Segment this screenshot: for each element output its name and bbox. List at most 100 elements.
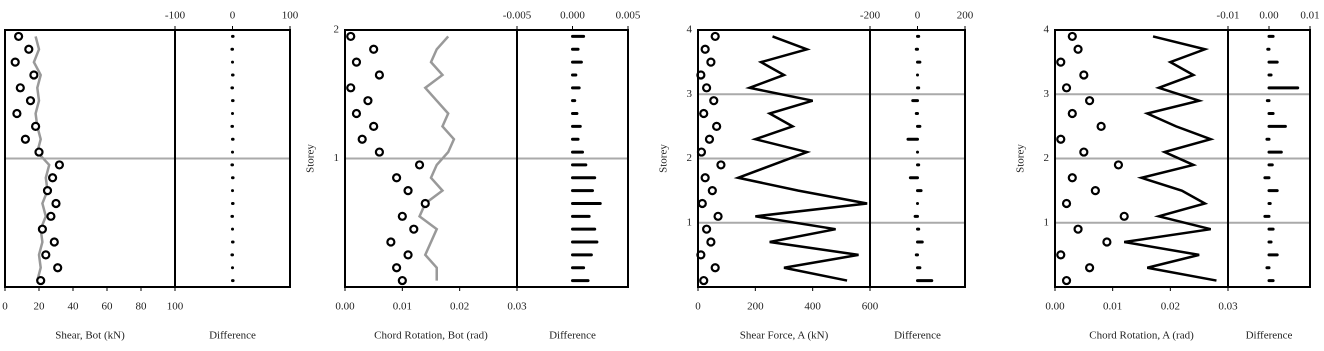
diff-tick-label: 0.01 xyxy=(1300,10,1319,22)
y-tick-label: 1 xyxy=(687,216,693,228)
data-point xyxy=(25,96,36,106)
data-point xyxy=(15,83,25,93)
data-point xyxy=(351,57,362,67)
data-point xyxy=(51,198,61,209)
data-point xyxy=(29,70,39,80)
x-tick-label: 0.02 xyxy=(450,301,469,313)
y-tick-label: 2 xyxy=(334,24,340,36)
x-tick-label: 100 xyxy=(167,301,184,313)
y-tick-label: 4 xyxy=(1044,24,1050,36)
x-tick-label: 0.02 xyxy=(1161,301,1180,313)
x-axis-label: Chord Rotation, Bot (rad) xyxy=(374,330,488,342)
x-axis-label: Shear, Bot (kN) xyxy=(55,330,125,342)
diff-frame xyxy=(516,29,629,288)
response-line xyxy=(32,36,51,281)
data-point xyxy=(1090,186,1100,196)
data-point xyxy=(706,237,716,247)
data-point xyxy=(420,198,430,209)
data-point xyxy=(369,121,379,131)
data-point xyxy=(1056,134,1066,144)
data-point xyxy=(54,160,65,170)
data-point xyxy=(1073,44,1083,54)
data-point xyxy=(41,250,51,260)
data-point xyxy=(24,44,34,54)
data-point xyxy=(701,224,712,234)
data-point xyxy=(36,275,46,286)
diff-frame xyxy=(869,29,966,288)
data-point xyxy=(14,31,24,42)
x-tick-label: 20 xyxy=(34,301,46,313)
x-tick-label: 0 xyxy=(695,301,701,313)
data-point xyxy=(1079,147,1089,157)
x-tick-label: 400 xyxy=(804,301,821,313)
data-point xyxy=(1067,173,1077,183)
data-point xyxy=(346,31,356,42)
data-point xyxy=(1056,57,1066,67)
data-point xyxy=(709,96,719,106)
data-point xyxy=(403,250,413,260)
data-point xyxy=(374,70,384,80)
data-point xyxy=(357,134,367,144)
data-point xyxy=(37,224,48,234)
data-point xyxy=(713,211,723,221)
diff-tick-label: -200 xyxy=(860,10,881,22)
data-point xyxy=(392,263,402,273)
diff-tick-label: 0 xyxy=(230,10,236,22)
data-point xyxy=(1061,275,1072,286)
x-tick-label: 40 xyxy=(68,301,80,313)
diff-axis-label: Difference xyxy=(1246,330,1293,342)
data-point xyxy=(392,173,402,183)
diff-tick-label: 200 xyxy=(957,10,974,22)
data-point xyxy=(374,147,384,157)
data-point xyxy=(46,211,56,221)
data-point xyxy=(12,108,22,119)
y-tick-label: 3 xyxy=(687,88,693,100)
data-point xyxy=(346,83,356,93)
data-point xyxy=(1084,263,1095,273)
diff-frame xyxy=(174,29,291,288)
y-tick-label: 4 xyxy=(687,24,693,36)
diff-axis-label: Difference xyxy=(894,330,941,342)
diff-tick-label: 100 xyxy=(282,10,299,22)
data-point xyxy=(701,83,712,93)
data-point xyxy=(34,147,44,157)
diff-tick-label: 0.00 xyxy=(1259,10,1279,22)
data-point xyxy=(704,134,715,144)
x-tick-label: 200 xyxy=(747,301,764,313)
data-point xyxy=(351,108,362,119)
response-line xyxy=(733,35,868,282)
data-point xyxy=(1079,70,1089,80)
data-point xyxy=(20,134,30,144)
data-point xyxy=(386,237,396,247)
y-axis-label: Storey xyxy=(1015,144,1027,173)
y-tick-label: 3 xyxy=(1044,88,1050,100)
data-point xyxy=(1119,211,1129,221)
y-axis-label: Storey xyxy=(305,144,317,173)
data-point xyxy=(1084,96,1095,106)
data-point xyxy=(1067,31,1077,42)
x-tick-label: 0.00 xyxy=(335,301,355,313)
data-point xyxy=(10,57,20,67)
data-point xyxy=(397,275,407,286)
data-point xyxy=(700,44,710,54)
data-point xyxy=(1056,250,1066,260)
data-point xyxy=(706,57,716,67)
y-axis-label: Storey xyxy=(658,144,670,173)
y-tick-label: 2 xyxy=(1044,152,1050,164)
x-tick-label: 0.03 xyxy=(507,301,527,313)
data-point xyxy=(707,186,717,196)
x-tick-label: 0.01 xyxy=(1103,301,1122,313)
x-tick-label: 0.00 xyxy=(1045,301,1065,313)
x-tick-label: 0 xyxy=(2,301,8,313)
data-point xyxy=(397,211,407,221)
data-point xyxy=(1096,121,1106,131)
data-point xyxy=(1067,108,1077,119)
x-tick-label: 60 xyxy=(102,301,114,313)
y-tick-label: 2 xyxy=(687,152,693,164)
y-tick-label: 1 xyxy=(1044,216,1050,228)
data-point xyxy=(1113,160,1124,170)
data-point xyxy=(699,108,709,119)
data-point xyxy=(1102,237,1112,247)
data-point xyxy=(710,263,720,273)
data-point xyxy=(700,173,710,183)
